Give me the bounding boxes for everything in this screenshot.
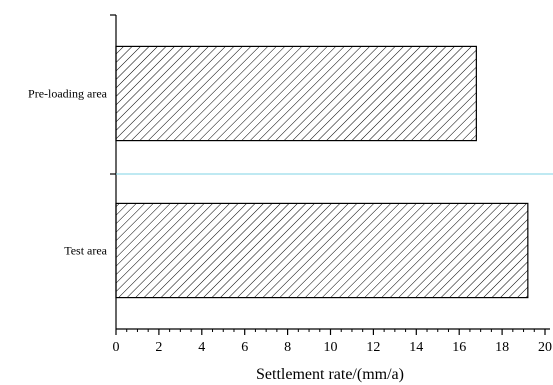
bar-test-area — [115, 202, 529, 299]
x-tick-label: 0 — [113, 340, 120, 355]
x-tick-label: 4 — [198, 340, 205, 355]
category-label: Pre-loading area — [28, 87, 108, 101]
x-tick-label: 14 — [409, 340, 423, 355]
bar-pre-loading-area — [115, 45, 477, 142]
x-tick-label: 16 — [452, 340, 466, 355]
x-axis-title: Settlement rate/(mm/a) — [256, 366, 404, 383]
x-tick-label: 2 — [155, 340, 162, 355]
x-tick-label: 10 — [324, 340, 338, 355]
x-tick-label: 18 — [495, 340, 509, 355]
x-tick-label: 8 — [284, 340, 291, 355]
x-tick-label: 20 — [538, 340, 552, 355]
x-tick-label: 6 — [241, 340, 248, 355]
category-label: Test area — [64, 244, 107, 258]
x-tick-label: 12 — [366, 340, 380, 355]
